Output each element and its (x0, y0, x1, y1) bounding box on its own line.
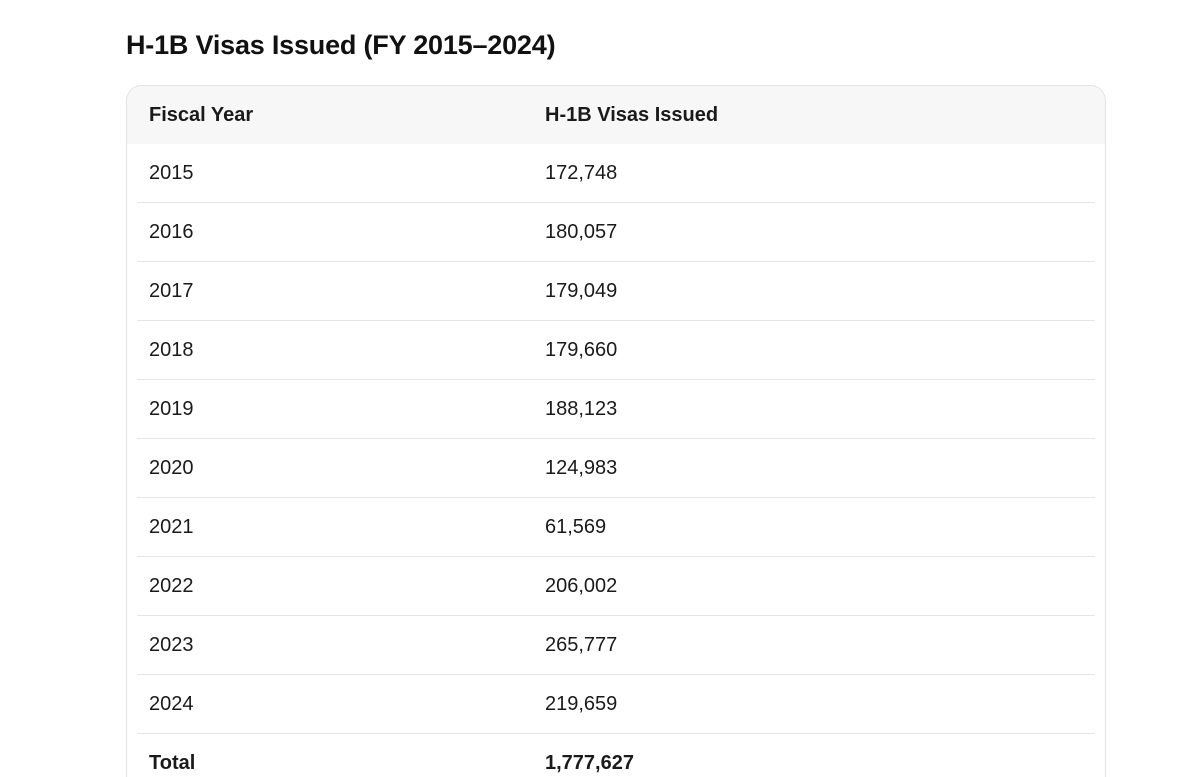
cell-fiscal-year: 2017 (149, 279, 194, 302)
table-row: 2019 188,123 (137, 380, 1095, 439)
cell-visas-issued: 206,002 (545, 574, 618, 597)
cell-visas-issued: 61,569 (545, 515, 607, 538)
cell-visas-issued: 172,748 (545, 161, 618, 184)
table-body: 2015 172,748 2016 180,057 2017 179,049 2… (127, 144, 1105, 777)
table-row: 2015 172,748 (137, 144, 1095, 203)
cell-visas-issued: 179,660 (545, 338, 618, 361)
table-header-row: Fiscal Year H-1B Visas Issued (127, 86, 1105, 144)
table-row: 2021 61,569 (137, 498, 1095, 557)
cell-visas-issued: 265,777 (545, 633, 618, 656)
column-header-visas-issued: H-1B Visas Issued (545, 103, 719, 126)
cell-visas-issued: 219,659 (545, 692, 618, 715)
cell-fiscal-year: 2020 (149, 456, 194, 479)
table-row: 2023 265,777 (137, 616, 1095, 675)
cell-fiscal-year: 2019 (149, 397, 194, 420)
data-table: Fiscal Year H-1B Visas Issued 2015 172,7… (126, 85, 1106, 777)
cell-fiscal-year: 2021 (149, 515, 194, 538)
cell-fiscal-year: 2023 (149, 633, 194, 656)
cell-visas-issued: 188,123 (545, 397, 618, 420)
table-row: 2022 206,002 (137, 557, 1095, 616)
table-row: 2020 124,983 (137, 439, 1095, 498)
total-visas-issued: 1,777,627 (545, 751, 634, 774)
cell-visas-issued: 179,049 (545, 279, 618, 302)
column-header-fiscal-year: Fiscal Year (149, 103, 254, 126)
table-row: 2018 179,660 (137, 321, 1095, 380)
page-title: H-1B Visas Issued (FY 2015–2024) (126, 30, 556, 60)
cell-fiscal-year: 2016 (149, 220, 194, 243)
cell-fiscal-year: 2015 (149, 161, 194, 184)
table-row: 2016 180,057 (137, 203, 1095, 262)
total-label: Total (149, 751, 196, 774)
cell-visas-issued: 124,983 (545, 456, 618, 479)
cell-fiscal-year: 2018 (149, 338, 194, 361)
cell-visas-issued: 180,057 (545, 220, 618, 243)
cell-fiscal-year: 2022 (149, 574, 194, 597)
table-total-row: Total 1,777,627 (137, 734, 1095, 777)
table-row: 2017 179,049 (137, 262, 1095, 321)
cell-fiscal-year: 2024 (149, 692, 194, 715)
table-row: 2024 219,659 (137, 675, 1095, 734)
